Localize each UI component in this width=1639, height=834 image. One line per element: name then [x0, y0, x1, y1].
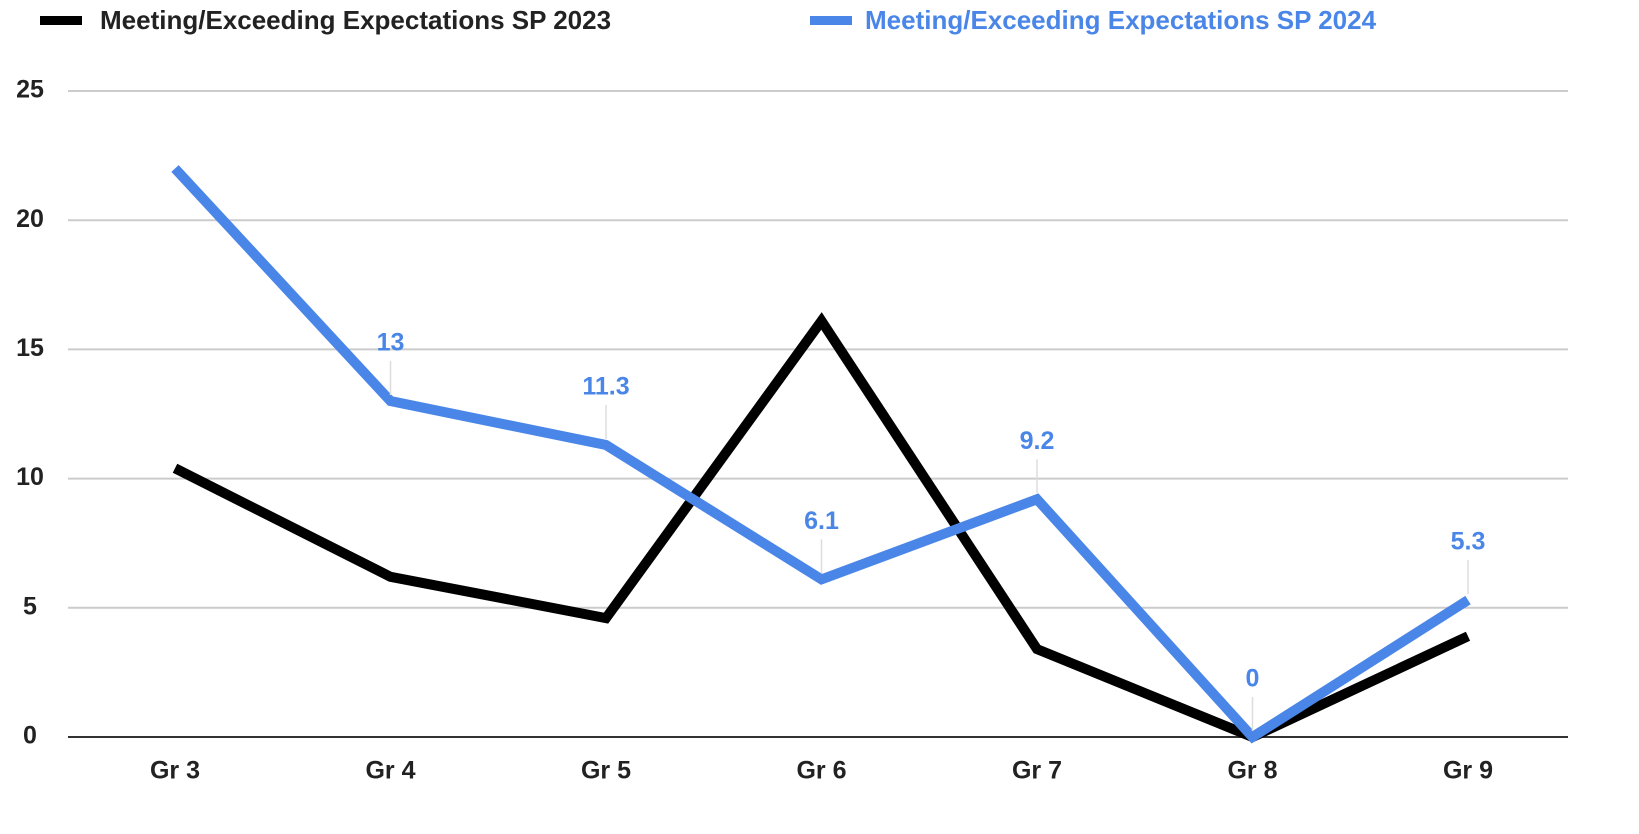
data-label: 11.3 [582, 373, 629, 401]
data-label: 0 [1246, 665, 1260, 693]
x-tick-label: Gr 5 [581, 757, 631, 785]
x-tick-label: Gr 7 [1012, 757, 1062, 785]
y-tick-label: 10 [16, 463, 44, 491]
y-tick-label: 25 [16, 76, 44, 104]
x-tick-label: Gr 4 [365, 757, 415, 785]
series-line [171, 165, 1471, 744]
data-label: 13 [377, 329, 405, 357]
y-tick-label: 0 [23, 722, 37, 750]
legend-label: Meeting/Exceeding Expectations SP 2023 [100, 5, 611, 35]
data-label: 6.1 [804, 507, 839, 535]
x-tick-label: Gr 9 [1443, 757, 1493, 785]
data-label: 5.3 [1451, 528, 1486, 556]
legend-marker [810, 16, 852, 25]
x-tick-label: Gr 6 [796, 757, 846, 785]
y-tick-label: 20 [16, 205, 44, 233]
x-tick-label: Gr 8 [1227, 757, 1277, 785]
legend-label: Meeting/Exceeding Expectations SP 2024 [865, 5, 1377, 35]
legend-marker [40, 16, 82, 25]
y-tick-label: 15 [16, 334, 44, 362]
y-tick-label: 5 [23, 592, 37, 620]
x-tick-label: Gr 3 [150, 757, 200, 785]
data-label: 9.2 [1020, 427, 1055, 455]
